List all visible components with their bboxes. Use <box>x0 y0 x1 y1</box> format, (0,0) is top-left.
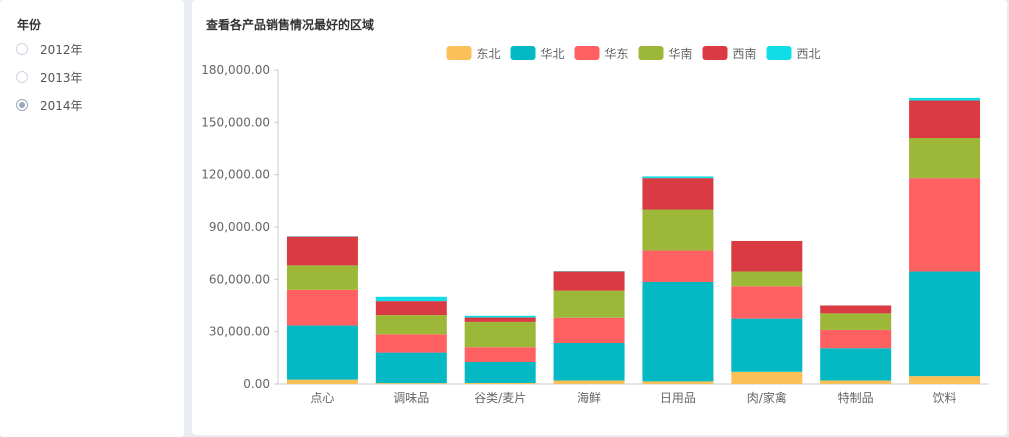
bar-segment <box>909 271 981 377</box>
bar-segment <box>553 271 625 291</box>
bar-segment <box>464 317 536 322</box>
x-tick-label: 调味品 <box>393 391 429 405</box>
legend-label: 西北 <box>797 47 821 61</box>
legend-label: 华北 <box>541 47 565 61</box>
x-tick-label: 特制品 <box>838 390 874 405</box>
bar-segment <box>553 290 625 318</box>
legend-label: 西南 <box>733 46 757 61</box>
legend-swatch <box>766 46 792 60</box>
x-tick-label: 饮料 <box>933 391 957 405</box>
y-tick-label: 120,000.00 <box>201 168 270 182</box>
legend-label: 东北 <box>477 47 501 61</box>
legend-label: 华东 <box>605 47 629 61</box>
bar-segment <box>909 376 981 384</box>
radio-2013[interactable]: 2013年 <box>16 68 83 86</box>
bar-segment <box>553 380 625 384</box>
y-tick-label: 150,000.00 <box>201 115 270 129</box>
bar-segment <box>642 209 714 251</box>
bar-segment <box>642 281 714 382</box>
bar-segment <box>820 305 892 314</box>
bar-segment <box>464 315 536 318</box>
bar-segment <box>642 381 714 384</box>
radio-2014[interactable]: 2014年 <box>16 96 83 114</box>
bar-segment <box>820 348 892 381</box>
x-tick-label: 肉/家禽 <box>747 390 787 405</box>
bar-segment <box>375 383 447 384</box>
y-tick-label: 60,000.00 <box>209 272 270 286</box>
filter-panel: 年份 2012年 2013年 2014年 <box>0 0 184 437</box>
y-tick-label: 90,000.00 <box>209 220 270 234</box>
chart-panel: 查看各产品销售情况最好的区域 0.00 30,000.00 60,000.00 90,… <box>192 0 1007 435</box>
bar-segment <box>375 301 447 316</box>
bar-segment <box>286 236 358 266</box>
x-tick-label: 谷类/麦片 <box>474 391 526 405</box>
bar-segment <box>820 329 892 349</box>
bar-segment <box>375 352 447 384</box>
bar-segment <box>642 178 714 210</box>
bar-segment <box>286 325 358 380</box>
bar-segment <box>464 382 536 384</box>
bar-segment <box>553 317 625 344</box>
radio-circle-2012[interactable] <box>16 43 28 55</box>
bar-segment <box>464 362 536 383</box>
legend-swatch <box>702 46 728 60</box>
bar-segment <box>642 176 714 179</box>
bar-segment <box>820 313 892 330</box>
radio-2012[interactable]: 2012年 <box>16 40 83 58</box>
y-tick-label: 180,000.00 <box>201 63 270 77</box>
bar-segment <box>909 97 981 101</box>
bar-segment <box>731 271 803 287</box>
bar-segment <box>731 371 803 384</box>
bar-segment <box>731 240 803 272</box>
bar-segment <box>286 289 358 326</box>
bar-segment <box>375 334 447 353</box>
bar-segment <box>820 380 892 384</box>
bar-segment <box>553 343 625 381</box>
legend-swatch <box>510 46 536 60</box>
x-tick-label: 日用品 <box>660 391 696 405</box>
radio-label-2013: 2013年 <box>40 70 83 85</box>
legend-swatch <box>446 46 472 60</box>
radio-circle-2014[interactable] <box>16 99 28 111</box>
chart-title: 查看各产品销售情况最好的区域 <box>206 18 375 32</box>
bar-segment <box>909 178 981 272</box>
stacked-bar-chart: 0.00 30,000.00 60,000.00 90,000.00 120,000.0… <box>201 46 989 405</box>
radio-circle-2013[interactable] <box>16 71 28 83</box>
bar-segment <box>731 286 803 319</box>
bar-segment <box>464 347 536 363</box>
bar-segment <box>375 315 447 335</box>
legend-swatch <box>574 46 600 60</box>
x-tick-label: 点心 <box>310 391 334 405</box>
filter-title: 年份 <box>17 18 42 32</box>
bar-segment <box>909 138 981 179</box>
y-tick-label: 30,000.00 <box>209 325 270 339</box>
bar-segment <box>286 379 358 384</box>
legend-label: 华南 <box>669 46 693 61</box>
bar-segment <box>464 321 536 348</box>
bar-segment <box>909 100 981 139</box>
radio-label-2012: 2012年 <box>40 42 83 57</box>
bar-segment <box>642 250 714 282</box>
bar-segment <box>731 318 803 372</box>
bar-segment <box>286 265 358 290</box>
legend-swatch <box>638 46 664 60</box>
x-tick-label: 海鲜 <box>577 390 601 405</box>
bar-segment <box>375 296 447 302</box>
y-tick-label: 0.00 <box>243 377 270 391</box>
radio-label-2014: 2014年 <box>40 98 83 113</box>
